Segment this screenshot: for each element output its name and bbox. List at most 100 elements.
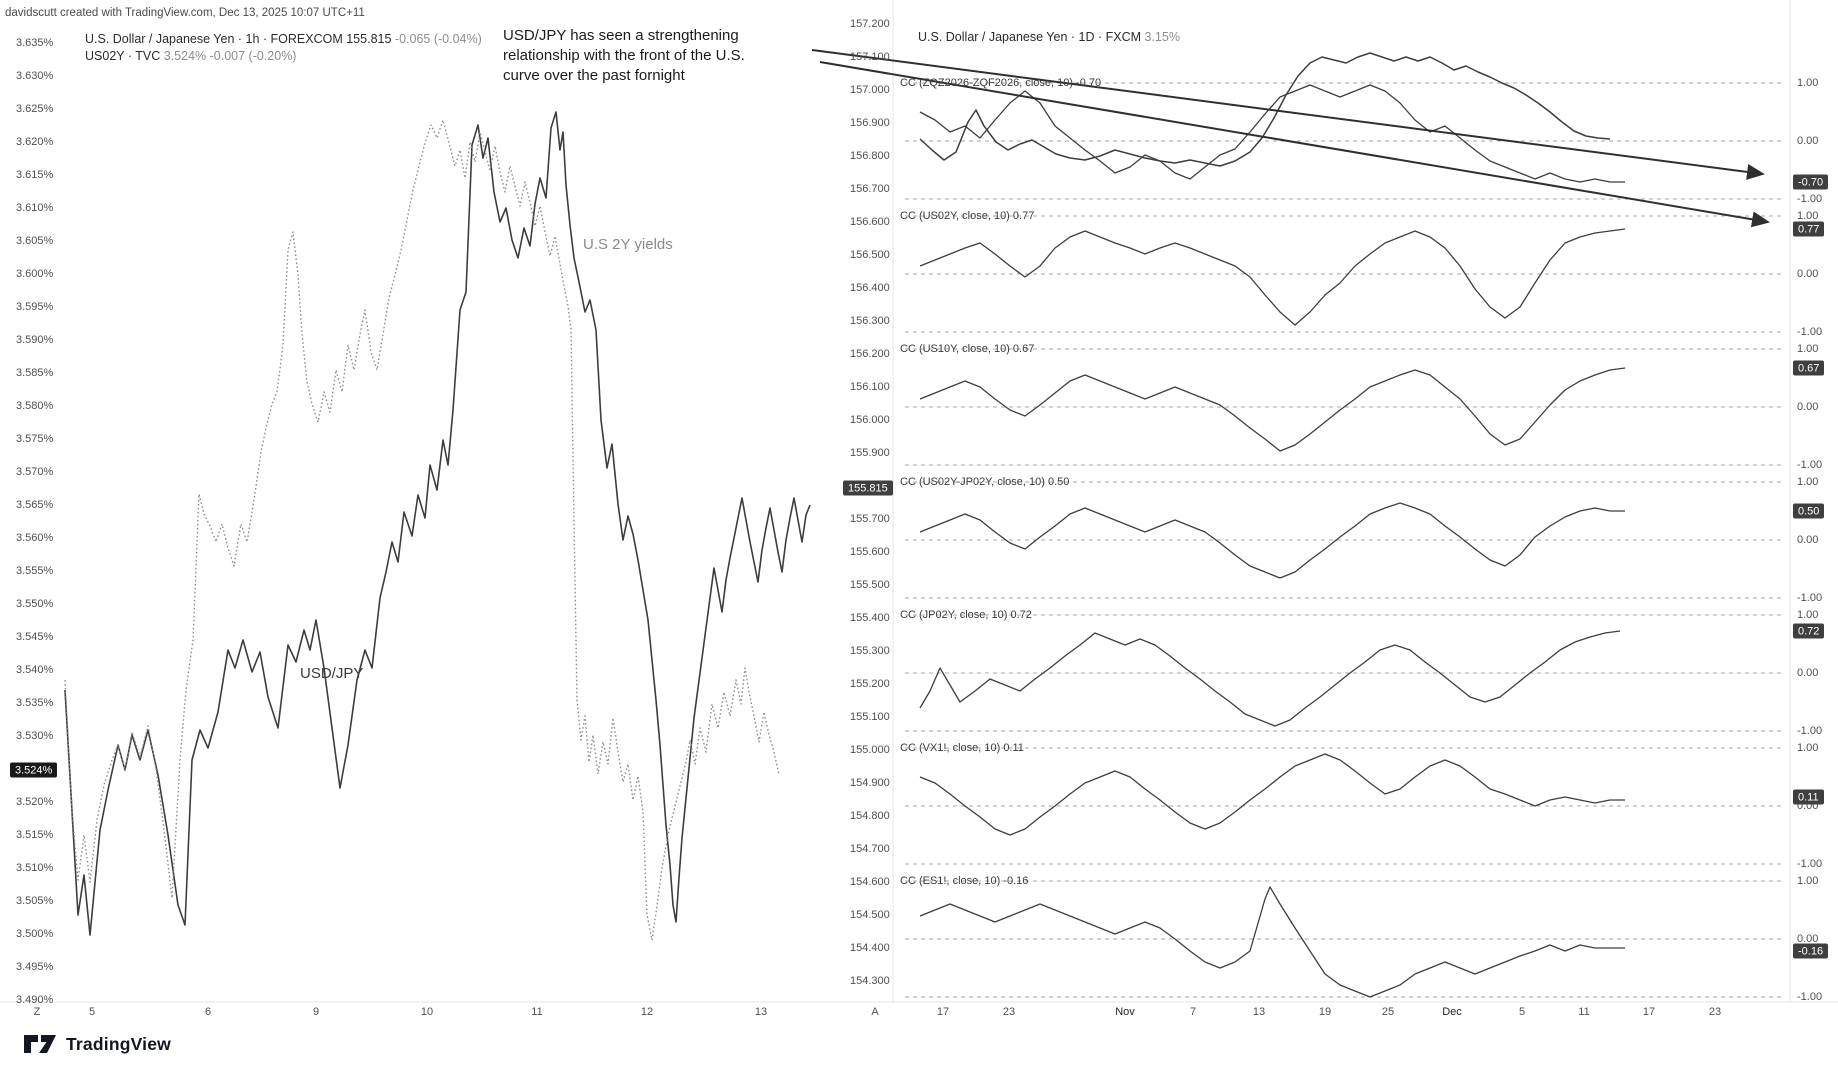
axis-label: -1.00 (1797, 326, 1823, 338)
axis-label: 0.00 (1797, 534, 1819, 546)
axis-label: 3.595% (16, 301, 54, 313)
axis-label: 156.600 (850, 216, 890, 228)
axis-label: 3.550% (16, 598, 54, 610)
axis-label: 3.630% (16, 70, 54, 82)
axis-label: 1.00 (1797, 875, 1819, 887)
axis-label: 3.610% (16, 202, 54, 214)
axis-label: 3.495% (16, 961, 54, 973)
left-symbol-title: U.S. Dollar / Japanese Yen · 1h · FOREXC… (85, 32, 343, 46)
x-axis-label: 10 (420, 1006, 434, 1018)
x-axis-label: 25 (1381, 1006, 1395, 1018)
x-axis-label: A (871, 1006, 879, 1018)
axis-label: -1.00 (1797, 459, 1823, 471)
x-axis-label: Nov (1115, 1006, 1135, 1018)
x-axis-label: 12 (640, 1006, 654, 1018)
axis-label: 155.700 (850, 513, 890, 525)
axis-label: 157.000 (850, 84, 890, 96)
tradingview-brand-text: TradingView (66, 1033, 171, 1054)
axis-label: 157.100 (850, 51, 890, 63)
right-symbol-title: U.S. Dollar / Japanese Yen · 1D · FXCM (918, 30, 1142, 44)
axis-label: 3.570% (16, 466, 54, 478)
left-overlay-values: 3.524% -0.007 (-0.20%) (163, 49, 297, 63)
axis-label: 155.400 (850, 612, 890, 624)
axis-label: -1.00 (1797, 725, 1823, 737)
x-axis-label: 19 (1318, 1006, 1332, 1018)
axis-label: 156.500 (850, 249, 890, 261)
x-axis-label: 23 (1708, 1006, 1722, 1018)
indicator-label[interactable]: CC (JP02Y, close, 10) 0.72 (900, 609, 1032, 621)
axis-label: 3.600% (16, 268, 54, 280)
left-overlay-title: US02Y · TVC (85, 49, 161, 63)
indicator-label[interactable]: CC (ZQZ2026-ZQF2026, close, 10) -0.70 (900, 77, 1102, 89)
x-axis-label: 5 (1518, 1006, 1526, 1018)
axis-label: 1.00 (1797, 77, 1819, 89)
indicator-label[interactable]: CC (VX1!, close, 10) 0.11 (900, 742, 1024, 754)
axis-label: 0.00 (1797, 135, 1819, 147)
value-badge: 0.11 (1793, 789, 1824, 805)
annotation-note: USD/JPY has seen a strengthening relatio… (503, 27, 745, 84)
value-badge: 0.67 (1793, 360, 1825, 376)
left-symbol-price: 155.815 (346, 32, 392, 46)
x-axis-label: 7 (1189, 1006, 1197, 1018)
axis-label: 155.100 (850, 711, 890, 723)
axis-label: 3.535% (16, 697, 54, 709)
x-axis-label: 5 (88, 1006, 96, 1018)
value-badge: 155.815 (843, 480, 893, 496)
axis-label: 3.505% (16, 895, 54, 907)
x-axis-label: 13 (754, 1006, 768, 1018)
axis-label: 155.600 (850, 546, 890, 558)
axis-label: 3.515% (16, 829, 54, 841)
x-axis-label: 17 (936, 1006, 950, 1018)
left-chart-legend[interactable]: U.S. Dollar / Japanese Yen · 1h · FOREXC… (85, 31, 482, 65)
axis-label: 3.555% (16, 565, 54, 577)
axis-label: 3.545% (16, 631, 54, 643)
axis-label: 154.600 (850, 876, 890, 888)
axis-label: 3.500% (16, 928, 54, 940)
x-axis-label: 9 (312, 1006, 320, 1018)
indicator-label[interactable]: CC (US02Y, close, 10) 0.77 (900, 210, 1035, 222)
axis-label: 1.00 (1797, 210, 1819, 222)
axis-label: 156.400 (850, 282, 890, 294)
x-axis-label: 11 (1578, 1006, 1590, 1018)
value-badge: 0.77 (1793, 221, 1825, 237)
tradingview-logo[interactable]: TradingView (22, 1030, 171, 1058)
axis-label: 3.575% (16, 433, 54, 445)
axis-label: -1.00 (1797, 592, 1823, 604)
axis-label: 156.200 (850, 348, 890, 360)
axis-label: 155.000 (850, 744, 890, 756)
axis-label: 3.635% (16, 37, 54, 49)
right-chart-legend[interactable]: U.S. Dollar / Japanese Yen · 1D · FXCM 3… (918, 29, 1180, 46)
axis-label: 156.100 (850, 381, 890, 393)
axis-label: 154.900 (850, 777, 890, 789)
x-axis-label: 17 (1642, 1006, 1656, 1018)
axis-label: 0.00 (1797, 268, 1819, 280)
x-axis-label: 6 (204, 1006, 212, 1018)
axis-label: 3.520% (16, 796, 54, 808)
axis-label: 154.800 (850, 810, 890, 822)
axis-label: 3.605% (16, 235, 54, 247)
axis-label: 154.400 (850, 942, 890, 954)
axis-label: 156.300 (850, 315, 890, 327)
axis-label: 155.200 (850, 678, 890, 690)
axis-label: 156.900 (850, 117, 890, 129)
axis-label: 3.560% (16, 532, 54, 544)
series-label-us2y-yields: U.S 2Y yields (583, 236, 673, 253)
indicator-label[interactable]: CC (US02Y-JP02Y, close, 10) 0.50 (900, 476, 1070, 488)
axis-label: 3.615% (16, 169, 54, 181)
indicator-label[interactable]: CC (US10Y, close, 10) 0.67 (900, 343, 1035, 355)
series-label-usdjpy: USD/JPY (300, 665, 364, 682)
value-badge: -0.70 (1793, 174, 1829, 190)
axis-label: 3.540% (16, 664, 54, 676)
axis-label: 155.900 (850, 447, 890, 459)
left-legend-row-us02y: US02Y · TVC 3.524% -0.007 (-0.20%) (85, 48, 482, 65)
right-symbol-change: 3.15% (1144, 30, 1180, 44)
left-symbol-change: -0.065 (-0.04%) (394, 32, 482, 46)
axis-label: 0.00 (1797, 667, 1819, 679)
axis-label: 155.500 (850, 579, 890, 591)
tradingview-mark-icon (24, 1035, 56, 1053)
axis-label: -1.00 (1797, 858, 1823, 870)
axis-label: 154.700 (850, 843, 890, 855)
indicator-label[interactable]: CC (ES1!, close, 10) -0.16 (900, 875, 1029, 887)
